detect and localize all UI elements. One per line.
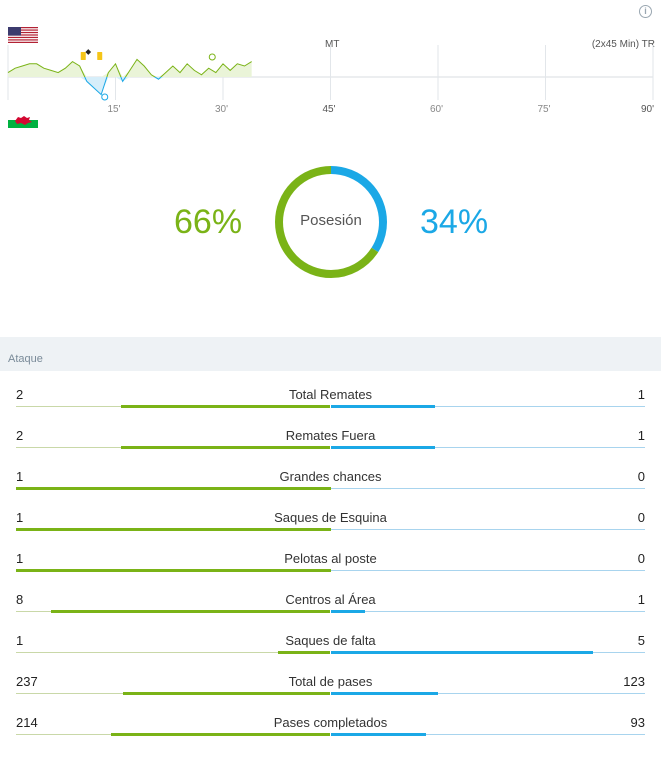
stat-name: Saques de Esquina <box>274 510 387 525</box>
stat-home-value: 2 <box>16 387 24 402</box>
stat-name: Total Remates <box>288 387 373 402</box>
stat-away-value: 0 <box>637 551 645 566</box>
stat-away-value: 1 <box>637 592 645 607</box>
substitution-icon <box>101 93 109 101</box>
stat-away-value: 123 <box>623 674 645 689</box>
stat-away-bar <box>330 651 593 654</box>
stat-home-value: 8 <box>16 592 24 607</box>
home-possession-arc <box>275 166 387 278</box>
stat-away-value: 1 <box>637 387 645 402</box>
stat-home-bar <box>16 528 331 531</box>
stat-home-value: 237 <box>16 674 38 689</box>
timeline-tick-label: 30' <box>215 104 229 115</box>
home-momentum-line <box>7 58 252 77</box>
stat-row: 214 Pases completados 93 <box>16 708 645 749</box>
stat-row: 237 Total de pases 123 <box>16 667 645 708</box>
possession-donut <box>275 166 387 278</box>
stat-away-value: 93 <box>630 715 645 730</box>
stat-home-bar <box>111 733 331 736</box>
stat-away-bar <box>330 405 436 408</box>
yellow-card-icon <box>80 52 86 60</box>
stat-home-value: 214 <box>16 715 38 730</box>
halftime-label: MT <box>325 39 340 50</box>
stat-home-bar <box>278 651 331 654</box>
stat-home-bar <box>123 692 331 695</box>
stat-away-value: 0 <box>637 469 645 484</box>
stat-home-value: 1 <box>16 551 24 566</box>
stat-home-value: 2 <box>16 428 24 443</box>
stat-name: Grandes chances <box>279 469 382 484</box>
stat-away-bar <box>330 446 436 449</box>
stat-home-bar <box>50 610 331 613</box>
stat-away-value: 5 <box>637 633 645 648</box>
stat-name: Pelotas al poste <box>284 551 377 566</box>
stat-home-bar <box>120 446 331 449</box>
stat-away-value: 0 <box>637 510 645 525</box>
stat-away-value: 1 <box>637 428 645 443</box>
stat-away-bar <box>330 733 426 736</box>
wales-flag-icon <box>8 112 38 128</box>
timeline-tick-label: 60' <box>430 104 444 115</box>
section-title: Ataque <box>8 353 43 365</box>
possession-panel: 66% Posesión 34% <box>0 160 661 285</box>
stat-name: Saques de falta <box>285 633 376 648</box>
section-header: Ataque <box>0 337 661 371</box>
stat-away-bar <box>330 692 438 695</box>
stat-name: Remates Fuera <box>285 428 376 443</box>
stat-home-bar <box>120 405 331 408</box>
info-icon[interactable]: i <box>639 5 652 18</box>
timeline-tick-label: 15' <box>107 104 121 115</box>
timeline-tick-label: 75' <box>537 104 551 115</box>
stat-row: 8 Centros al Área 1 <box>16 585 645 626</box>
stat-row: 1 Pelotas al poste 0 <box>16 544 645 585</box>
home-possession: 66% <box>174 203 243 241</box>
stat-name: Total de pases <box>288 674 373 689</box>
stat-row: 1 Saques de Esquina 0 <box>16 503 645 544</box>
stat-row: 2 Remates Fuera 1 <box>16 421 645 462</box>
away-momentum-area <box>8 77 252 95</box>
match-momentum-timeline <box>7 45 654 101</box>
timeline-tick-label: 45' <box>322 104 336 115</box>
yellow-card-icon <box>97 52 103 60</box>
stat-row: 1 Saques de falta 5 <box>16 626 645 667</box>
away-possession: 34% <box>420 203 489 241</box>
timeline-tick-label: 90' <box>641 104 655 115</box>
stat-home-bar <box>16 487 331 490</box>
stat-home-bar <box>16 569 331 572</box>
possession-label: Posesión <box>300 212 362 229</box>
substitution-icon <box>208 53 216 61</box>
ball-icon <box>85 49 92 55</box>
stat-home-value: 1 <box>16 510 24 525</box>
stat-home-value: 1 <box>16 469 24 484</box>
stat-row: 2 Total Remates 1 <box>16 380 645 421</box>
home-momentum-area <box>8 59 252 77</box>
stats-list: 2 Total Remates 1 2 Remates Fuera 1 1 Grandes c… <box>16 380 645 749</box>
stat-name: Centros al Área <box>285 592 376 607</box>
stat-name: Pases completados <box>273 715 388 730</box>
us-flag-icon <box>8 27 38 43</box>
duration-label: (2x45 Min) TR <box>591 39 655 50</box>
stat-home-value: 1 <box>16 633 24 648</box>
stat-row: 1 Grandes chances 0 <box>16 462 645 503</box>
stat-away-bar <box>330 610 366 613</box>
